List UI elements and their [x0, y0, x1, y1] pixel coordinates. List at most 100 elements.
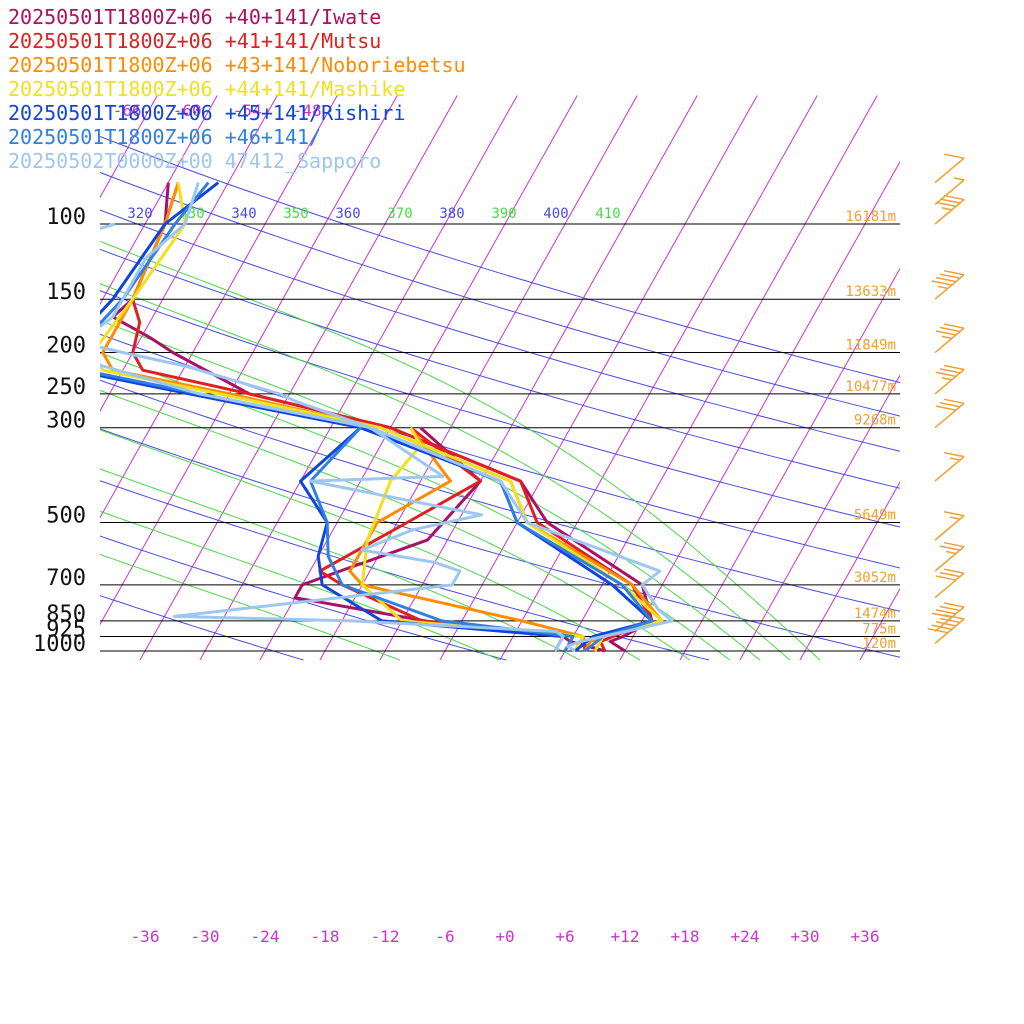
pressure-label: 100 — [46, 205, 86, 230]
legend-entry: 20250501T1800Z+06 +44+141/Mashike — [8, 77, 405, 101]
isotherm-line — [499, 95, 818, 661]
pressure-label: 700 — [46, 566, 86, 591]
theta-label: 410 — [595, 206, 620, 222]
dry-adiabat-line — [100, 535, 507, 661]
top-isotherm-label: -66 — [113, 101, 142, 120]
wind-barb-feather — [943, 510, 965, 517]
wind-barb-feather — [943, 398, 965, 405]
wind-barb-feather — [939, 198, 961, 204]
wind-barb-feather — [943, 323, 965, 329]
wind-barb-feather — [935, 621, 957, 627]
wind-barb-staff — [934, 515, 965, 541]
wind-barb-feather — [931, 280, 953, 286]
dry-adiabat-line — [100, 480, 710, 661]
theta-label: 320 — [127, 206, 152, 222]
temperature-tick-label: -6 — [435, 927, 454, 946]
wind-barb — [934, 153, 965, 184]
legend-entry: 20250501T1800Z+06 +46+141/ — [8, 125, 321, 149]
theta-label: 380 — [439, 206, 464, 222]
wind-barb-feather — [935, 276, 957, 283]
wind-barb-feather — [943, 602, 965, 608]
temperature-tick-label: +0 — [495, 927, 514, 946]
height-label: 13633m — [845, 284, 896, 300]
wind-barb — [934, 541, 965, 572]
profile-0 — [111, 182, 654, 653]
wind-barb — [934, 194, 965, 225]
isotherm-line — [379, 95, 698, 661]
legend-entry: 20250501T1800Z+06 +41+141/Mutsu — [8, 29, 381, 53]
temperature-tick-label: +36 — [851, 927, 880, 946]
pressure-label: 300 — [46, 409, 86, 434]
wind-barb — [934, 177, 965, 206]
dry-adiabat-line — [100, 379, 900, 612]
wind-barb-feather — [939, 273, 961, 279]
wind-barb-staff — [934, 157, 965, 184]
wind-barb-half-feather — [941, 335, 953, 340]
wind-barb-half-feather — [941, 207, 953, 211]
pressure-label: 850 — [46, 602, 86, 627]
wind-barb-feather — [943, 364, 965, 371]
temperature-tick-label: +24 — [731, 927, 760, 946]
dry-adiabat-line — [100, 290, 900, 528]
pressure-label: 500 — [46, 503, 86, 528]
isotherm-line — [100, 95, 218, 306]
wind-barb-feather — [943, 153, 965, 159]
wind-barb-feather — [939, 605, 961, 612]
temperature-tick-label: +12 — [611, 927, 640, 946]
height-label: 16181m — [845, 209, 896, 225]
temperature-tick-label: +18 — [671, 927, 700, 946]
theta-labels: 320 330 340 350 360 370 380 390 400 410 — [127, 206, 620, 222]
legend: 20250501T1800Z+06 +40+141/Iwate20250501T… — [8, 5, 466, 173]
dry-adiabat-line — [100, 428, 900, 658]
dry-adiabat-line — [100, 595, 304, 661]
wind-barb-staff — [934, 179, 965, 206]
wind-barb-feather — [935, 371, 957, 378]
wind-barb — [934, 364, 965, 395]
wind-barb-feather — [931, 624, 953, 630]
isotherm-line — [100, 95, 158, 199]
wind-barb-half-feather — [937, 285, 948, 290]
wind-barb-half-feather — [941, 377, 953, 381]
wind-barb-staff — [934, 368, 965, 395]
isotherm-line — [799, 480, 900, 661]
wind-barb-feather — [935, 609, 957, 615]
moist-adiabat-line — [100, 283, 791, 661]
wind-barb-staff — [934, 198, 965, 225]
theta-label: 350 — [283, 206, 308, 222]
wind-barb-feather — [935, 330, 957, 336]
top-isotherm-labels: -66 -60 -54 -48 — [113, 101, 322, 120]
moist-adiabat-line — [100, 510, 501, 661]
dewpoint-line — [100, 222, 565, 652]
wind-barb-feather — [935, 201, 957, 208]
dry-adiabat-line — [100, 209, 900, 452]
dewpoint-line — [309, 426, 575, 652]
wind-barb-half-feather — [949, 457, 961, 461]
legend-entry: 20250502T0000Z+00 47412_Sapporo — [8, 149, 381, 173]
wind-barb-feather — [939, 401, 961, 408]
dewpoint-line — [348, 426, 585, 652]
wind-barb-feather — [943, 451, 965, 458]
wind-barb-feather — [935, 405, 957, 411]
height-label: 1474m — [854, 606, 896, 622]
wind-barb — [934, 510, 965, 541]
wind-barb-feather — [943, 270, 965, 276]
wind-barb-feather — [943, 194, 965, 201]
wind-barb-half-feather — [949, 516, 961, 520]
isotherm-line — [679, 267, 900, 661]
pressure-lines — [100, 223, 900, 652]
wind-barb-staff — [934, 572, 965, 599]
temperature-line — [100, 182, 674, 653]
height-label: 3052m — [854, 570, 896, 586]
wind-barb-staff — [934, 327, 965, 354]
isotherm-line — [0, 95, 37, 660]
wind-barb-feather — [939, 571, 961, 578]
dewpoint-line — [299, 426, 565, 652]
legend-entry: 20250501T1800Z+06 +40+141/Iwate — [8, 5, 381, 29]
wind-barb-staff — [934, 618, 965, 645]
temperature-tick-label: -12 — [371, 927, 400, 946]
wind-barb — [934, 323, 965, 354]
wind-barb-half-feather — [953, 177, 965, 181]
isotherm-line — [199, 95, 518, 661]
moist-adiabat-line — [100, 553, 401, 661]
